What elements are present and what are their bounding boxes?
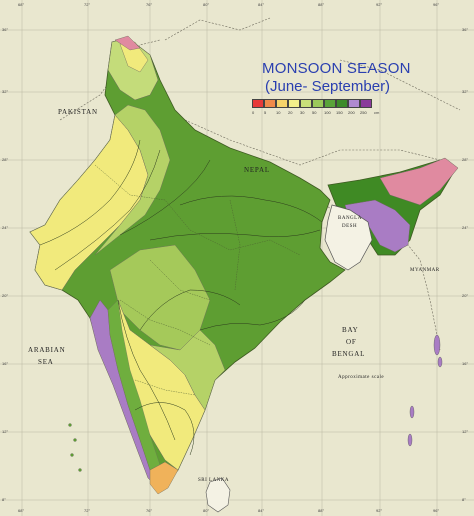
- longitude-tick-top: 72°: [84, 2, 91, 7]
- latitude-tick-right: 24°: [462, 225, 469, 230]
- legend-swatch: [324, 99, 336, 108]
- latitude-tick-left: 24°: [2, 225, 9, 230]
- longitude-tick-bottom: 84°: [258, 508, 265, 513]
- legend-swatch: [288, 99, 300, 108]
- latitude-tick-left: 8°: [2, 497, 6, 502]
- label-arabian: ARABIAN: [28, 346, 66, 354]
- label-myanmar: MYANMAR: [410, 268, 440, 273]
- legend-unit: cm: [374, 110, 380, 115]
- legend-tick-label: 250: [360, 110, 367, 115]
- legend-swatch: [360, 99, 372, 108]
- latitude-tick-left: 28°: [2, 157, 9, 162]
- state-boundaries: [94, 164, 301, 396]
- label-sea: SEA: [38, 358, 54, 366]
- legend-tick-label: 50: [312, 110, 317, 115]
- legend: [252, 99, 372, 108]
- longitude-tick-bottom: 68°: [18, 508, 25, 513]
- legend-ticks: 0 5 10 20 30 50 100 150 200 250: [252, 110, 372, 115]
- longitude-tick-top: 88°: [318, 2, 325, 7]
- lakshadweep-islands: [68, 423, 82, 472]
- map-title: MONSOON SEASON: [262, 60, 411, 77]
- legend-swatch: [252, 99, 264, 108]
- kashmir-pink: [114, 35, 141, 51]
- label-bay: BAY: [342, 326, 359, 334]
- latitude-tick-right: 12°: [462, 429, 469, 434]
- label-pakistan: PAKISTAN: [58, 108, 98, 116]
- longitude-tick-top: 76°: [146, 2, 153, 7]
- label-nepal: NEPAL: [244, 166, 270, 174]
- legend-swatch: [264, 99, 276, 108]
- latitude-tick-right: 28°: [462, 157, 469, 162]
- label-scale: Approximate scale: [338, 375, 385, 380]
- srilanka-island: [205, 477, 231, 513]
- legend-swatch: [300, 99, 312, 108]
- isohyets: [39, 139, 323, 456]
- longitude-tick-top: 92°: [376, 2, 383, 7]
- bangladesh-area: [324, 204, 373, 271]
- map-subtitle: (June- September): [265, 78, 391, 95]
- longitude-tick-bottom: 76°: [146, 508, 153, 513]
- legend-tick-label: 10: [276, 110, 281, 115]
- longitude-tick-bottom: 88°: [318, 508, 325, 513]
- latitude-tick-right: 20°: [462, 293, 469, 298]
- longitude-tick-bottom: 96°: [433, 508, 440, 513]
- label-srilanka: SRI LANKA: [198, 478, 230, 483]
- andaman-islands: [407, 334, 443, 447]
- latitude-tick-right: 36°: [462, 27, 469, 32]
- longitude-tick-bottom: 92°: [376, 508, 383, 513]
- latitude-tick-right: 32°: [462, 89, 469, 94]
- latitude-tick-left: 20°: [2, 293, 9, 298]
- longitude-tick-top: 68°: [18, 2, 25, 7]
- legend-tick-label: 20: [288, 110, 293, 115]
- longitude-tick-bottom: 72°: [84, 508, 91, 513]
- legend-swatch: [276, 99, 288, 108]
- legend-swatch: [312, 99, 324, 108]
- legend-tick-label: 100: [324, 110, 331, 115]
- label-bangladesh-1: BANGLA: [338, 216, 362, 221]
- legend-tick-label: 200: [348, 110, 355, 115]
- label-bengal: BENGAL: [332, 350, 366, 358]
- latitude-tick-left: 32°: [2, 89, 9, 94]
- legend-tick-label: 5: [264, 110, 267, 115]
- longitude-tick-top: 84°: [258, 2, 265, 7]
- northeast-wet: [379, 157, 459, 206]
- latitude-tick-left: 16°: [2, 361, 9, 366]
- legend-tick-label: 0: [252, 110, 255, 115]
- label-of: OF: [346, 338, 357, 346]
- legend-tick-label: 30: [300, 110, 305, 115]
- longitude-tick-top: 80°: [203, 2, 210, 7]
- legend-tick-label: 150: [336, 110, 343, 115]
- latitude-tick-right: 8°: [462, 497, 466, 502]
- legend-swatch: [336, 99, 348, 108]
- latitude-tick-right: 16°: [462, 361, 469, 366]
- label-bangladesh-2: DESH: [342, 224, 358, 229]
- southern-tip: [149, 461, 179, 495]
- longitude-tick-bottom: 80°: [203, 508, 210, 513]
- longitude-tick-top: 96°: [433, 2, 440, 7]
- legend-swatch: [348, 99, 360, 108]
- latitude-tick-left: 36°: [2, 27, 9, 32]
- latitude-tick-left: 12°: [2, 429, 9, 434]
